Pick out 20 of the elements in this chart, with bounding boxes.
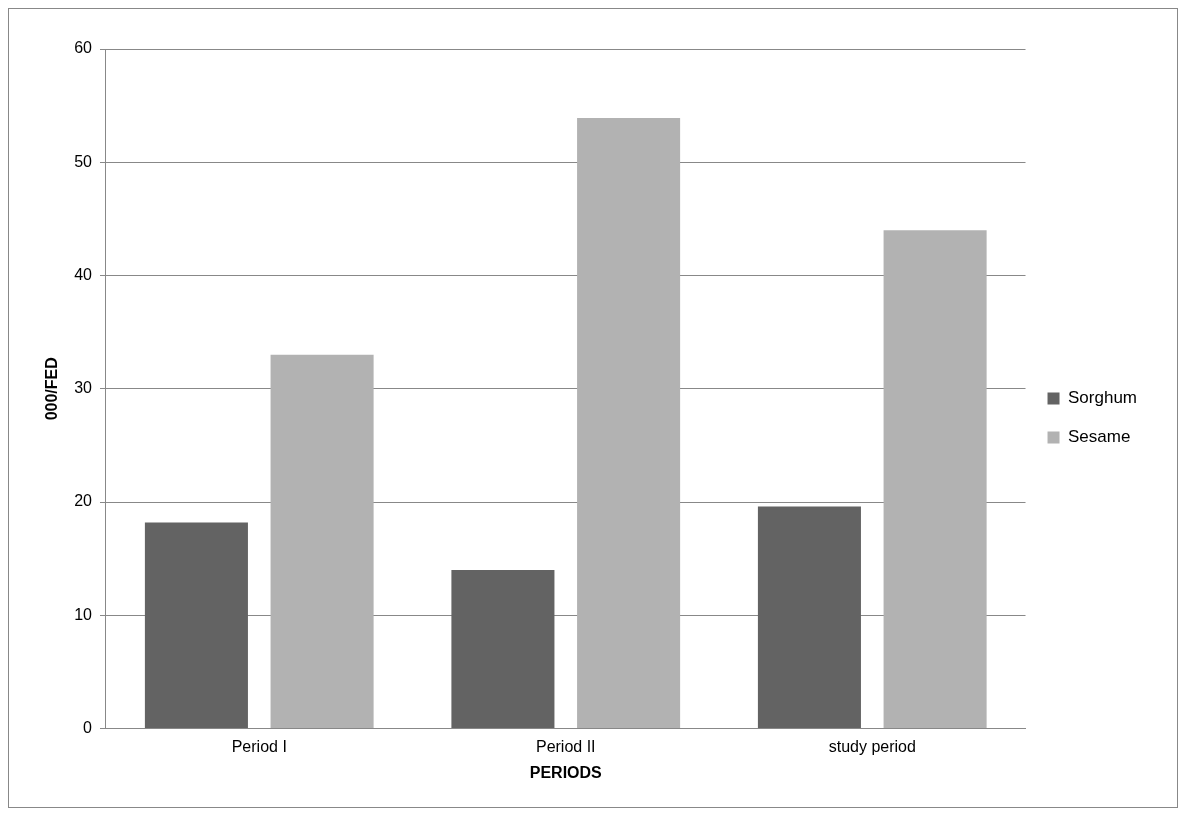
bar: [757, 506, 861, 729]
x-tick-label: Period II: [535, 737, 596, 755]
y-tick-label: 0: [83, 719, 93, 737]
bar: [577, 118, 681, 729]
bar: [144, 522, 248, 729]
y-tick-label: 50: [74, 152, 93, 170]
bar: [270, 354, 374, 729]
bar: [451, 570, 555, 729]
y-tick-label: 20: [74, 492, 93, 510]
legend-label: Sorghum: [1068, 388, 1137, 408]
y-tick-label: 10: [74, 605, 93, 623]
x-tick-label: Period I: [231, 737, 287, 755]
legend-label: Sesame: [1068, 427, 1131, 447]
x-tick-label: study period: [828, 737, 916, 755]
y-axis-title: 000/FED: [43, 357, 61, 421]
y-tick-label: 60: [74, 39, 93, 57]
y-tick-label: 30: [74, 379, 93, 397]
x-axis-title: PERIODS: [529, 763, 603, 781]
bar: [883, 230, 987, 729]
y-tick-label: 40: [74, 265, 93, 283]
